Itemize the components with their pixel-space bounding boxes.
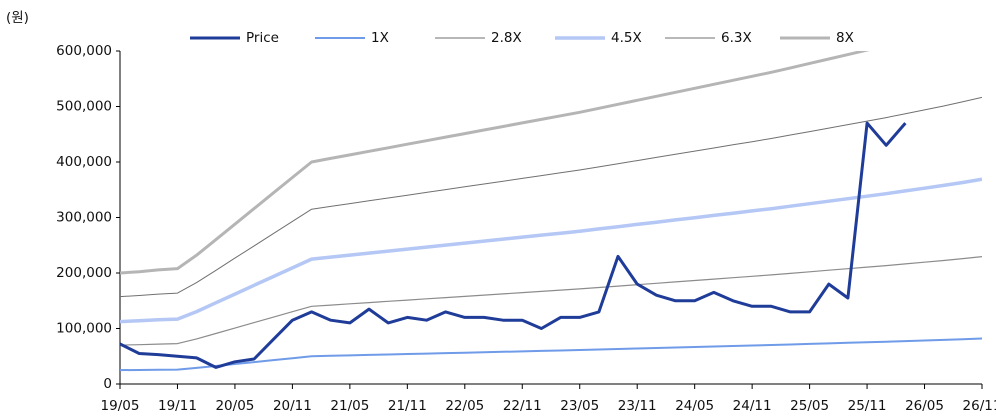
x-tick-label: 24/11 — [733, 398, 772, 414]
series-line — [120, 51, 870, 275]
x-tick-label: 21/05 — [330, 398, 369, 414]
x-tick-label: 20/11 — [273, 398, 312, 414]
y-tick-label: 300,000 — [56, 210, 112, 226]
x-tick-label: 26/11 — [963, 398, 996, 414]
legend-label: 8X — [836, 30, 854, 46]
x-tick-label: 24/05 — [675, 398, 714, 414]
y-tick-label: 400,000 — [56, 154, 112, 170]
legend-label: 1X — [371, 30, 389, 46]
y-axis-label: (원) — [6, 10, 29, 26]
x-tick-label: 21/11 — [388, 398, 427, 414]
y-tick-label: 500,000 — [56, 99, 112, 115]
x-tick-label: 23/05 — [560, 398, 599, 414]
y-tick-label: 0 — [103, 376, 112, 392]
x-tick-label: 19/05 — [101, 398, 140, 414]
series-line — [120, 256, 982, 346]
x-tick-label: 22/11 — [503, 398, 542, 414]
x-tick-label: 23/11 — [618, 398, 657, 414]
y-tick-label: 200,000 — [56, 265, 112, 281]
x-tick-label: 22/05 — [445, 398, 484, 414]
legend-label: 6.3X — [721, 30, 752, 46]
legend-label: Price — [246, 30, 279, 46]
series-line — [120, 121, 907, 369]
x-tick-label: 25/11 — [848, 398, 887, 414]
series-line — [120, 96, 982, 298]
x-tick-label: 25/05 — [790, 398, 829, 414]
y-tick-label: 600,000 — [56, 43, 112, 59]
x-tick-label: 26/05 — [905, 398, 944, 414]
x-tick-label: 19/11 — [158, 398, 197, 414]
series-line — [120, 177, 982, 324]
series-line — [120, 337, 982, 372]
x-tick-label: 20/05 — [215, 398, 254, 414]
legend-label: 2.8X — [491, 30, 522, 46]
y-tick-label: 100,000 — [56, 321, 112, 337]
legend-label: 4.5X — [611, 30, 642, 46]
